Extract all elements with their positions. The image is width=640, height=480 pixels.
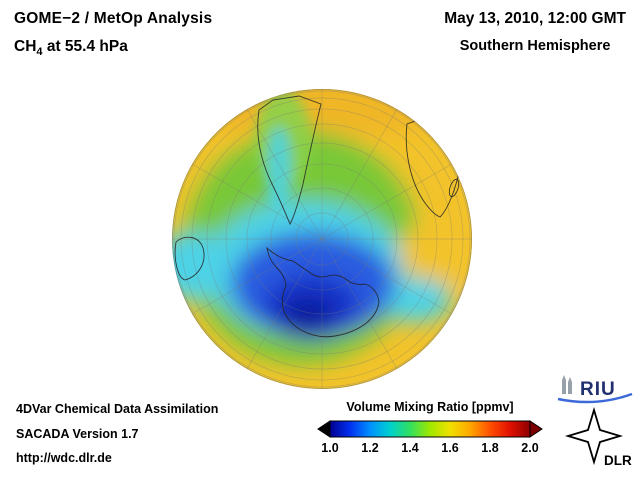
colorbar-tick: 1.8 [481, 441, 499, 455]
globe-rim [172, 89, 472, 389]
pressure-level: at 55.4 hPa [42, 38, 128, 55]
colorbar-gradient-bar [317, 420, 543, 438]
datetime-label: May 13, 2010, 12:00 GMT [444, 10, 626, 27]
colorbar-tick: 1.4 [401, 441, 419, 455]
colorbar-tick: 2.0 [521, 441, 539, 455]
colorbar-title: Volume Mixing Ratio [ppmv] [346, 400, 514, 414]
warm-rim-region [172, 89, 471, 138]
analysis-title: GOME−2 / MetOp Analysis [14, 10, 213, 27]
graticule [172, 89, 472, 389]
region-label: Southern Hemisphere [459, 38, 611, 54]
antarctica-coastline [266, 246, 380, 338]
assimilation-label: 4DVar Chemical Data Assimilation [16, 402, 219, 416]
riu-cathedral-icon [562, 375, 572, 394]
species-level-label: CH4 at 55.4 hPa [14, 38, 212, 58]
colorbar-scale [329, 420, 531, 438]
colorbar-tick: 1.0 [321, 441, 339, 455]
riu-logo: RIU [557, 375, 633, 404]
cyan-east-arm [380, 278, 452, 322]
south-america-cyan-filament [266, 126, 292, 214]
australia-coastline [174, 236, 205, 281]
cyan-west-arm [172, 232, 235, 300]
south-america-coastline [257, 95, 322, 226]
riu-logo-text: RIU [580, 379, 616, 400]
colorbar-over-arrow [529, 420, 543, 438]
madagascar-coastline [448, 178, 460, 198]
species-subscript: 4 [36, 46, 43, 59]
dlr-logo-text: DLR [604, 453, 632, 468]
colorbar-tick: 1.2 [361, 441, 379, 455]
website-url: http://wdc.dlr.de [16, 451, 112, 465]
version-label: SACADA Version 1.7 [16, 426, 139, 441]
header-right: May 13, 2010, 12:00 GMT Southern Hemisph… [444, 10, 626, 54]
colorbar: Volume Mixing Ratio [ppmv] [316, 400, 544, 457]
species-symbol: CH [14, 38, 37, 55]
dlr-emblem-icon [564, 406, 624, 466]
colorbar-under-arrow [317, 420, 331, 438]
dlr-logo: DLR [564, 406, 632, 468]
vortex-core-region [283, 298, 333, 330]
riu-swoosh-icon [557, 392, 633, 404]
colorbar-tick-labels: 1.0 1.2 1.4 1.6 1.8 2.0 [316, 441, 544, 457]
header-left: GOME−2 / MetOp Analysis CH4 at 55.4 hPa [14, 10, 212, 58]
colorbar-tick: 1.6 [441, 441, 459, 455]
yellow-intrusion-region [394, 221, 472, 285]
footer-credits: 4DVar Chemical Data Assimilation SACADA … [16, 402, 218, 476]
hemisphere-map [172, 89, 472, 389]
